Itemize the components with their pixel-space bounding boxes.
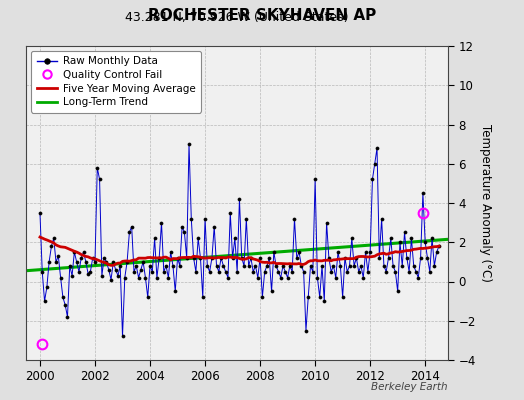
Title: 43.281 N, 70.926 W (United States): 43.281 N, 70.926 W (United States): [125, 11, 349, 24]
Y-axis label: Temperature Anomaly (°C): Temperature Anomaly (°C): [479, 124, 493, 282]
Text: ROCHESTER SKYHAVEN AP: ROCHESTER SKYHAVEN AP: [148, 8, 376, 23]
Legend: Raw Monthly Data, Quality Control Fail, Five Year Moving Average, Long-Term Tren: Raw Monthly Data, Quality Control Fail, …: [31, 51, 201, 112]
Text: Berkeley Earth: Berkeley Earth: [372, 382, 448, 392]
